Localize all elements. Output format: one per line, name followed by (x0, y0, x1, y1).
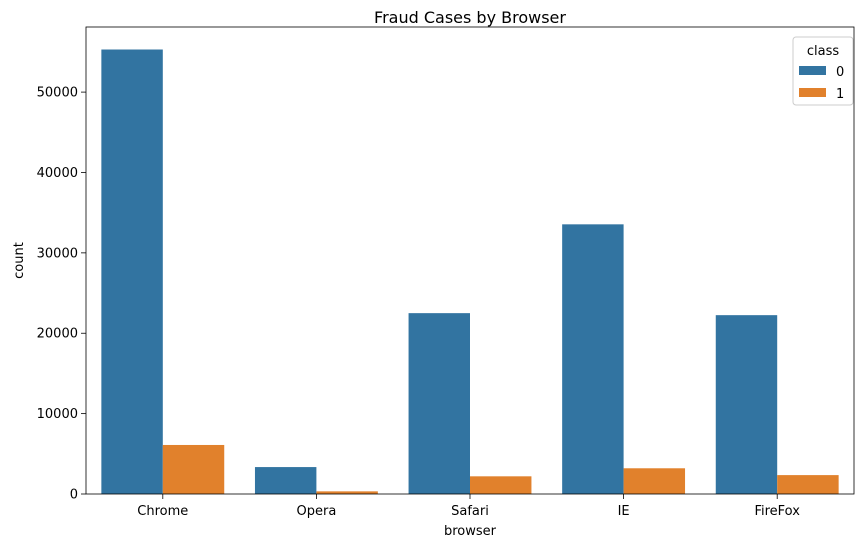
bar-opera-class-1 (316, 491, 378, 494)
x-tick-label-ie: IE (618, 504, 630, 519)
bar-ie-class-0 (562, 224, 624, 494)
x-tick-label-chrome: Chrome (137, 504, 188, 519)
y-tick-label: 0 (70, 488, 78, 503)
legend-label-1: 1 (836, 87, 844, 102)
x-axis-ticks: Chrome Opera Safari IE FireFox (137, 494, 800, 519)
bar-chrome-class-0 (101, 49, 163, 494)
bar-firefox-class-0 (715, 315, 778, 494)
y-tick-label: 20000 (37, 327, 78, 342)
legend-label-0: 0 (836, 65, 844, 80)
legend-title: class (807, 44, 839, 59)
bar-safari-class-1 (470, 476, 532, 494)
bar-firefox-class-1 (777, 475, 839, 494)
bar-safari-class-0 (408, 313, 470, 494)
y-tick-label: 30000 (37, 246, 78, 261)
y-tick-label: 50000 (37, 86, 78, 101)
chart-title: Fraud Cases by Browser (374, 8, 566, 27)
x-tick-label-firefox: FireFox (754, 504, 800, 519)
bar-ie-class-1 (623, 468, 686, 494)
x-tick-label-opera: Opera (297, 504, 337, 519)
legend-swatch-0 (799, 66, 826, 75)
y-tick-label: 40000 (37, 166, 78, 181)
y-tick-label: 10000 (37, 407, 78, 422)
bar-chrome-class-1 (162, 444, 225, 494)
legend: class 0 1 (792, 36, 854, 106)
y-axis-ticks: 0 10000 20000 30000 40000 50000 (37, 86, 86, 503)
plot-frame (85, 26, 855, 495)
y-axis-label: count (12, 242, 27, 279)
bar-opera-class-0 (254, 467, 317, 494)
bars-group (101, 49, 839, 494)
x-tick-label-safari: Safari (451, 504, 489, 519)
x-axis-label: browser (444, 524, 497, 539)
legend-swatch-1 (799, 88, 826, 97)
